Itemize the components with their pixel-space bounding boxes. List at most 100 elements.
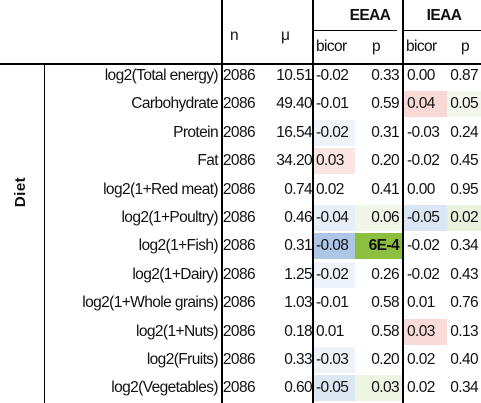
- cell-mu: 1.03: [284, 294, 312, 312]
- cell-i-p: 0.45: [447, 148, 481, 175]
- cell-mu: 10.51: [276, 67, 312, 84]
- cell-e-bicor: -0.01: [314, 91, 358, 118]
- cell-i-bicor: -0.02: [404, 233, 448, 260]
- header-eeaa: EEAA: [349, 7, 391, 24]
- row-label: log2(Fruits): [146, 351, 219, 368]
- cell-mu: 1.25: [284, 265, 312, 283]
- cell-e-bicor: 0.02: [314, 176, 358, 203]
- cell-i-bicor: 0.00: [404, 176, 448, 203]
- cell-mu: 0.74: [284, 180, 312, 198]
- cell-n: 2086: [222, 379, 256, 397]
- cell-mu: 0.60: [284, 379, 312, 397]
- cell-e-p: 0.20: [355, 347, 402, 373]
- cell-i-p: 0.34: [447, 375, 481, 402]
- cell-e-p: 0.31: [355, 119, 402, 146]
- eeaa-underline: [313, 30, 397, 31]
- cell-mu: 0.33: [284, 351, 312, 368]
- cell-n: 2086: [222, 351, 256, 368]
- row-label: log2(1+Fish): [138, 237, 219, 255]
- ieaa-underline: [403, 30, 481, 31]
- cell-mu: 0.31: [284, 237, 312, 255]
- cell-n: 2086: [222, 67, 256, 84]
- cell-i-p: 0.34: [447, 233, 481, 260]
- cell-n: 2086: [222, 123, 256, 141]
- cell-e-bicor: -0.05: [314, 375, 358, 402]
- cell-i-bicor: -0.02: [404, 261, 448, 288]
- cell-e-bicor: -0.03: [314, 347, 358, 373]
- cell-i-p: 0.43: [447, 261, 481, 288]
- cell-n: 2086: [222, 180, 256, 198]
- row-label: Fat: [197, 152, 218, 170]
- cell-i-bicor: 0.00: [404, 63, 448, 89]
- header-eeaa-bicor: bicor: [316, 38, 347, 55]
- cell-e-bicor: -0.08: [314, 233, 358, 260]
- cell-e-bicor: -0.02: [314, 261, 358, 288]
- cell-i-bicor: 0.04: [404, 91, 448, 118]
- cell-i-p: 0.95: [447, 176, 481, 203]
- cell-mu: 0.46: [284, 209, 312, 226]
- header-n: n: [230, 27, 239, 44]
- header-eeaa-p: p: [372, 38, 381, 55]
- header-mu: μ: [281, 27, 290, 44]
- cell-e-p: 0.20: [355, 148, 402, 175]
- cell-e-bicor: -0.04: [314, 205, 358, 231]
- cell-e-p: 0.26: [355, 261, 402, 288]
- cell-e-bicor: 0.03: [314, 148, 358, 175]
- header-ieaa-p: p: [461, 38, 470, 55]
- cell-e-bicor: -0.01: [314, 290, 358, 317]
- cell-n: 2086: [222, 322, 256, 340]
- row-label: log2(1+Poultry): [121, 209, 218, 226]
- eeaa-left-divider: [312, 0, 314, 403]
- cell-n: 2086: [222, 237, 256, 255]
- cell-i-bicor: -0.03: [404, 119, 448, 146]
- cell-i-p: 0.76: [447, 290, 481, 317]
- cell-i-bicor: 0.02: [404, 347, 448, 373]
- cell-n: 2086: [222, 95, 256, 113]
- cell-i-p: 0.24: [447, 119, 481, 146]
- cell-n: 2086: [222, 152, 256, 170]
- cell-mu: 34.20: [276, 152, 312, 170]
- cell-i-p: 0.13: [447, 318, 481, 345]
- cell-i-bicor: 0.02: [404, 375, 448, 402]
- row-label: log2(1+Whole grains): [82, 294, 218, 312]
- cell-n: 2086: [222, 209, 256, 226]
- row-label: log2(1+Nuts): [136, 322, 219, 340]
- row-label: Carbohydrate: [131, 95, 218, 113]
- cell-e-p: 0.58: [355, 290, 402, 317]
- cell-i-p: 0.02: [447, 205, 481, 231]
- cell-e-bicor: -0.02: [314, 119, 358, 146]
- cell-n: 2086: [222, 294, 256, 312]
- cell-mu: 0.18: [284, 322, 312, 340]
- cell-e-bicor: -0.02: [314, 63, 358, 89]
- cell-e-p: 0.58: [355, 318, 402, 345]
- cell-e-p: 6E-4: [355, 233, 402, 260]
- cell-mu: 49.40: [276, 95, 312, 113]
- header-ieaa: IEAA: [426, 7, 462, 24]
- cell-n: 2086: [222, 265, 256, 283]
- cell-e-p: 0.59: [355, 91, 402, 118]
- cell-e-p: 0.41: [355, 176, 402, 203]
- cell-e-p: 0.06: [355, 205, 402, 231]
- row-label: log2(Vegetables): [111, 379, 218, 397]
- cell-i-p: 0.87: [447, 63, 481, 89]
- group-label-diet: Diet: [12, 176, 29, 208]
- cell-i-bicor: 0.03: [404, 318, 448, 345]
- row-label: log2(Total energy): [104, 67, 219, 84]
- cell-i-bicor: -0.05: [404, 205, 448, 231]
- cell-mu: 16.54: [276, 123, 312, 141]
- ieaa-left-divider: [402, 0, 404, 403]
- label-divider: [221, 0, 223, 403]
- cell-e-p: 0.33: [355, 63, 402, 89]
- header-ieaa-bicor: bicor: [406, 38, 437, 55]
- cell-i-p: 0.05: [447, 91, 481, 118]
- cell-e-p: 0.03: [355, 375, 402, 402]
- row-label: log2(1+Red meat): [103, 180, 219, 198]
- header-divider: [0, 63, 481, 65]
- cell-i-p: 0.40: [447, 347, 481, 373]
- cell-i-bicor: 0.01: [404, 290, 448, 317]
- cell-e-bicor: 0.01: [314, 318, 358, 345]
- row-label: log2(1+Dairy): [132, 265, 218, 283]
- group-divider: [44, 65, 45, 403]
- cell-i-bicor: -0.02: [404, 148, 448, 175]
